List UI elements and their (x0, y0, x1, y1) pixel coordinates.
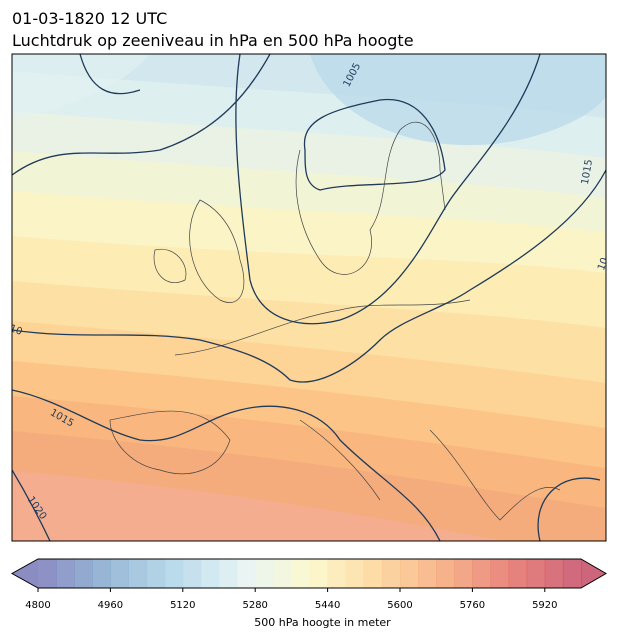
subtitle: Luchtdruk op zeeniveau in hPa en 500 hPa… (12, 31, 414, 50)
isobar-label: 10 (8, 323, 24, 338)
colorbar-segment (526, 559, 546, 588)
isobar (303, 98, 446, 191)
colorbar-segment (74, 559, 93, 588)
colorbar-segment (490, 559, 510, 588)
colorbar-extend-high (581, 559, 606, 588)
colorbar-segment (562, 559, 582, 588)
colorbar-extend-low (12, 559, 38, 588)
colorbar-segment (454, 559, 473, 588)
colorbar-segment (472, 559, 491, 588)
coastline (189, 199, 245, 303)
colorbar-segment (363, 559, 383, 588)
colorbar-tick-label: 5920 (532, 600, 557, 611)
colorbar-segment (418, 559, 437, 588)
colorbar-outline (10, 558, 607, 589)
isobar (12, 54, 271, 176)
colorbar-segment (508, 559, 528, 588)
colorbar-label: 500 hPa hoogte in meter (254, 616, 391, 629)
colorbar-segment (56, 559, 75, 588)
colorbar-segment (237, 559, 256, 588)
title: 01-03-1820 12 UTC (12, 9, 167, 28)
colorbar-segment (309, 559, 329, 588)
isobar-label: 1015 (580, 159, 595, 186)
map-frame (11, 53, 607, 542)
coastline (295, 121, 446, 275)
colorbar-segment (400, 559, 419, 588)
colorbar-tick-label: 5600 (387, 600, 412, 611)
colorbar-segment (255, 559, 274, 588)
colorbar-segment (273, 559, 292, 588)
colorbar-segment (146, 559, 166, 588)
isobar (235, 54, 541, 325)
coastline (299, 419, 381, 501)
colorbar-segment (436, 559, 455, 588)
colorbar-segment (200, 559, 220, 588)
coastline (109, 410, 231, 474)
colorbar-segment (345, 559, 365, 588)
colorbar-tick-label: 5440 (315, 600, 340, 611)
isobar (12, 169, 606, 383)
coastline (429, 429, 561, 521)
isobar (12, 389, 441, 541)
colorbar-tick-label: 4960 (98, 600, 123, 611)
colorbar-segment (92, 559, 111, 588)
colorbar-segment (38, 559, 57, 588)
colorbar-tick-label: 4800 (25, 600, 50, 611)
colorbar-segment (182, 559, 202, 588)
colorbar: 4800 4960 5120 5280 5440 5600 5760 5920 500 hPa … (10, 558, 607, 629)
isobar (79, 54, 141, 95)
colorbar-segment (219, 559, 238, 588)
colorbar-segment (128, 559, 148, 588)
colorbar-tick-label: 5280 (242, 600, 267, 611)
colorbar-tick-label: 5760 (460, 600, 485, 611)
colorbar-segment (164, 559, 184, 588)
colorbar-tick-label: 5120 (170, 600, 195, 611)
colorbar-segment (381, 559, 401, 588)
isobar (537, 477, 601, 541)
height-band (12, 54, 150, 120)
colorbar-segment (327, 559, 347, 588)
colorbar-segment (291, 559, 310, 588)
colorbar-segment (110, 559, 129, 588)
isobar-label: 10 (596, 256, 611, 272)
isobar (12, 469, 51, 541)
colorbar-segment (544, 559, 564, 588)
